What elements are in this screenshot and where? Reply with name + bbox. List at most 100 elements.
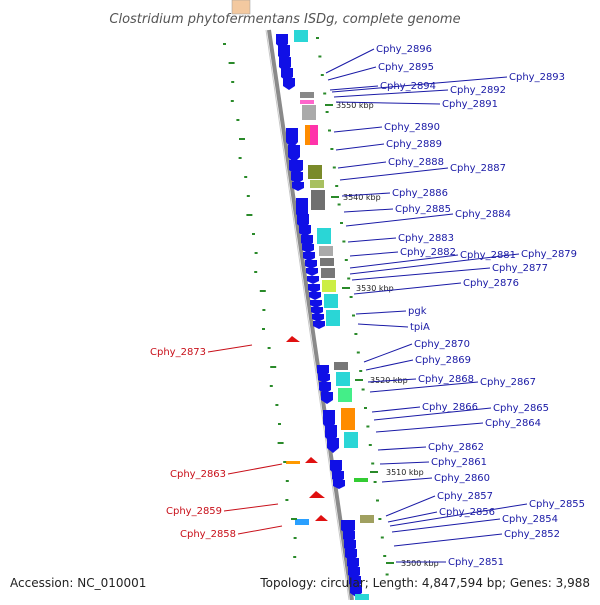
right-label-leader <box>355 310 407 315</box>
forward-gene-arrow <box>283 78 295 90</box>
kbp-marker-label: 3550 kbp <box>336 101 374 110</box>
forward-gene-arrow <box>292 182 304 191</box>
accession-text: Accession: NC_010001 <box>10 576 146 590</box>
gene-label-right: Cphy_2860 <box>434 473 490 484</box>
forward-gene-arrow <box>312 314 324 322</box>
gene-box <box>302 105 316 120</box>
right-label-leader <box>391 518 501 533</box>
gene-label-right: Cphy_2893 <box>509 72 565 83</box>
right-label-leader <box>389 503 528 527</box>
right-label-leader <box>371 406 421 413</box>
gene-box <box>308 165 322 179</box>
map-title: Clostridium phytofermentans ISDg, comple… <box>109 12 460 27</box>
gene-box <box>300 100 314 104</box>
gene-label-right: Cphy_2886 <box>392 188 448 199</box>
right-label-leader <box>325 48 375 74</box>
forward-gene-arrow <box>305 260 317 269</box>
gene-label-right: Cphy_2881 <box>460 250 516 261</box>
gene-label-left: Cphy_2859 <box>166 506 222 517</box>
right-label-leader <box>327 66 377 81</box>
reverse-gene-arrow <box>305 457 318 463</box>
left-label-leader <box>237 525 283 535</box>
gene-box <box>344 432 358 448</box>
right-label-leader <box>333 89 449 98</box>
top-cyan-box <box>294 30 308 42</box>
top-gene-box <box>231 0 251 15</box>
topology-text: Topology: circular; Length: 4,847,594 bp… <box>259 576 590 590</box>
forward-gene-arrow <box>313 321 325 329</box>
gene-box <box>305 125 313 145</box>
gene-box <box>321 268 335 278</box>
gene-box <box>320 258 334 266</box>
gene-label-right: Cphy_2870 <box>414 339 470 350</box>
gene-label-right: Cphy_2864 <box>485 418 541 429</box>
gene-box <box>310 125 318 145</box>
right-label-leader <box>363 343 413 363</box>
gene-label-right: Cphy_2879 <box>521 249 577 260</box>
gene-box <box>326 310 340 326</box>
gene-box <box>286 461 300 464</box>
forward-gene-arrow <box>288 145 300 163</box>
right-label-leader <box>333 126 383 133</box>
gene-box <box>334 362 348 370</box>
kbp-marker-label: 3500 kbp <box>401 559 439 568</box>
right-label-leader <box>387 511 438 523</box>
gene-box <box>355 594 369 600</box>
gene-label-right: Cphy_2888 <box>388 157 444 168</box>
left-label-leader <box>223 503 279 512</box>
gene-label-right: Cphy_2890 <box>384 122 440 133</box>
gene-label-right: Cphy_2896 <box>376 44 432 55</box>
right-label-leader <box>335 143 385 151</box>
gene-label-left: Cphy_2873 <box>150 347 206 358</box>
gene-label-right: Cphy_2894 <box>380 81 436 92</box>
left-label-leader <box>227 463 283 475</box>
gene-box <box>310 180 324 188</box>
forward-gene-arrow <box>309 292 321 300</box>
right-label-leader <box>341 192 391 197</box>
forward-gene-arrow <box>327 438 339 453</box>
kbp-marker-label: 3540 kbp <box>343 193 381 202</box>
kbp-marker-label: 3510 kbp <box>386 468 424 477</box>
gene-box <box>354 478 368 482</box>
forward-gene-arrow <box>318 374 330 383</box>
gene-label-right: Cphy_2865 <box>493 403 549 414</box>
right-label-leader <box>369 381 479 393</box>
right-label-leader <box>347 237 397 243</box>
gene-label-right: Cphy_2856 <box>439 507 495 518</box>
forward-gene-arrow <box>291 172 303 184</box>
gene-box <box>336 372 350 386</box>
right-label-leader <box>351 267 491 281</box>
right-label-leader <box>349 253 520 275</box>
right-label-leader <box>335 101 441 105</box>
right-label-leader <box>345 213 454 227</box>
forward-gene-arrow <box>303 252 315 261</box>
reverse-gene-arrow <box>286 336 300 342</box>
gene-box <box>322 280 336 292</box>
forward-gene-arrow <box>319 382 331 394</box>
gene-label-right: Cphy_2876 <box>463 278 519 289</box>
gene-label-right: Cphy_2854 <box>502 514 558 525</box>
gene-label-right: Cphy_2866 <box>422 402 478 413</box>
gene-label-left: Cphy_2863 <box>170 469 226 480</box>
forward-gene-arrow <box>286 128 298 149</box>
forward-gene-arrow <box>289 160 303 175</box>
gene-label-right: Cphy_2889 <box>386 139 442 150</box>
gene-label-right: Cphy_2861 <box>431 457 487 468</box>
gene-label-right: Cphy_2862 <box>428 442 484 453</box>
gene-label-right: Cphy_2869 <box>415 355 471 366</box>
forward-gene-arrow <box>308 284 320 293</box>
gene-label-right: tpiA <box>410 322 430 333</box>
gene-box <box>300 92 314 98</box>
left-label-leader <box>207 344 253 353</box>
gene-label-right: Cphy_2892 <box>450 85 506 96</box>
right-label-leader <box>339 167 449 181</box>
genome-backbone-shadow <box>265 29 350 601</box>
gene-label-right: Cphy_2851 <box>448 557 504 568</box>
gene-label-left: Cphy_2858 <box>180 529 236 540</box>
right-label-leader <box>343 208 394 213</box>
gene-label-right: Cphy_2895 <box>378 62 434 73</box>
right-label-leader <box>329 85 379 91</box>
right-label-leader <box>381 477 433 483</box>
